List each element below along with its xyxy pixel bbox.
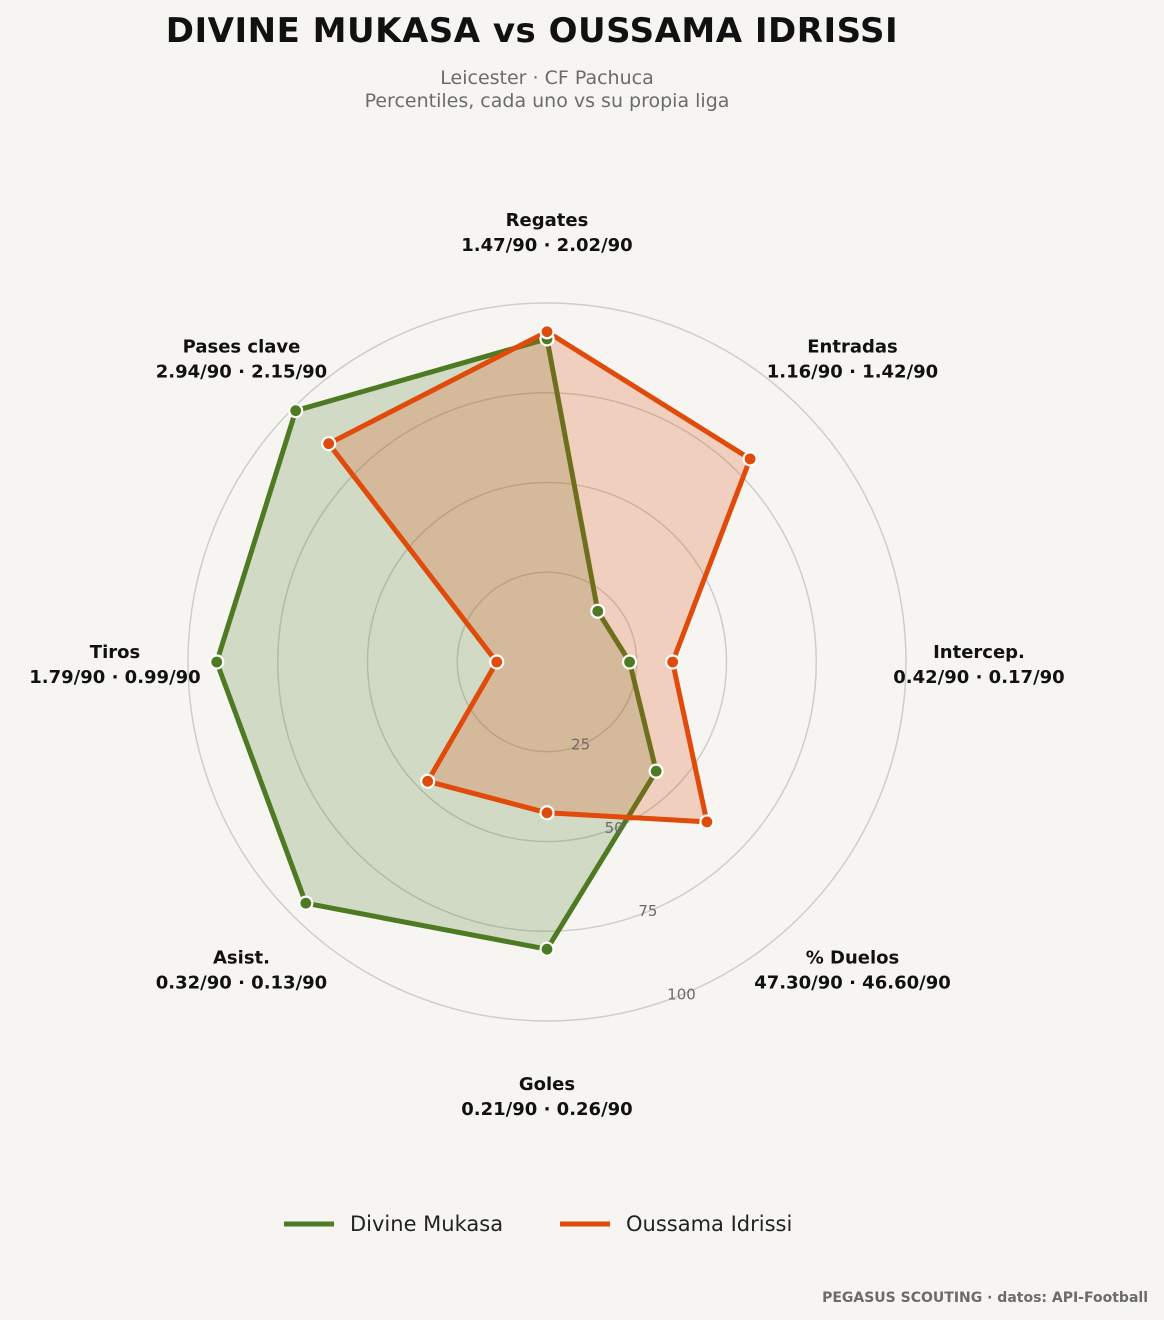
data-point bbox=[539, 805, 555, 821]
tick-label: 25 bbox=[571, 736, 590, 754]
grid-ring-100 bbox=[187, 302, 907, 1022]
axis-label-name: Intercep. bbox=[933, 642, 1025, 663]
axis-label-values: 1.79/90 · 0.99/90 bbox=[29, 667, 200, 688]
data-point bbox=[621, 654, 638, 670]
tick-label: 75 bbox=[638, 902, 657, 920]
data-point bbox=[288, 403, 304, 419]
axis-label-name: % Duelos bbox=[806, 948, 900, 969]
axis-label-values: 0.32/90 · 0.13/90 bbox=[156, 973, 327, 994]
legend: Divine Mukasa Oussama Idrissi bbox=[284, 1212, 792, 1236]
legend-label: Oussama Idrissi bbox=[626, 1212, 792, 1236]
credit-text: PEGASUS SCOUTING · datos: API-Football bbox=[822, 1290, 1148, 1306]
axis-label-values: 0.21/90 · 0.26/90 bbox=[461, 1099, 632, 1120]
axis-label-name: Pases clave bbox=[183, 337, 301, 358]
data-point bbox=[648, 763, 664, 779]
chart-subtitle-line-1: Leicester · CF Pachuca bbox=[440, 67, 653, 89]
axis-label-name: Goles bbox=[519, 1074, 575, 1095]
axis-label-name: Regates bbox=[506, 210, 589, 231]
tick-label: 100 bbox=[667, 985, 696, 1003]
axis-label-values: 2.94/90 · 2.15/90 bbox=[156, 362, 327, 383]
data-point bbox=[209, 654, 225, 670]
grid-ring-50 bbox=[366, 481, 728, 843]
data-point bbox=[665, 654, 681, 670]
data-point bbox=[539, 941, 555, 957]
grid-ring-75 bbox=[277, 392, 817, 932]
legend-label: Divine Mukasa bbox=[350, 1212, 503, 1236]
radar-series bbox=[209, 324, 758, 957]
data-point bbox=[298, 895, 314, 911]
axis-labels: Regates 1.47/90 · 2.02/90 Entradas 1.16/90 … bbox=[29, 210, 1064, 1120]
data-point bbox=[321, 436, 337, 452]
axis-label-values: 47.30/90 · 46.60/90 bbox=[754, 973, 951, 994]
axis-label-name: Asist. bbox=[213, 948, 270, 969]
axis-label-name: Tiros bbox=[90, 642, 140, 663]
data-point bbox=[699, 814, 715, 830]
axis-label-values: 0.42/90 · 0.17/90 bbox=[893, 667, 1064, 688]
series-area-2 bbox=[328, 331, 751, 822]
data-point bbox=[742, 451, 758, 467]
data-point bbox=[539, 324, 555, 340]
axis-label-values: 1.16/90 · 1.42/90 bbox=[767, 362, 938, 383]
series-area-1 bbox=[216, 338, 657, 950]
chart-subtitle-line-2: Percentiles, cada uno vs su propia liga bbox=[365, 90, 730, 112]
data-point bbox=[420, 773, 436, 789]
axis-label-values: 1.47/90 · 2.02/90 bbox=[461, 235, 632, 256]
radial-tick-labels: 25 50 75 100 bbox=[571, 736, 696, 1004]
radar-grid bbox=[187, 302, 907, 1022]
tick-label: 50 bbox=[605, 819, 624, 837]
axis-label-name: Entradas bbox=[807, 337, 897, 358]
data-point bbox=[489, 654, 505, 670]
chart-title: DIVINE MUKASA vs OUSSAMA IDRISSI bbox=[166, 11, 898, 51]
data-point bbox=[590, 603, 606, 619]
